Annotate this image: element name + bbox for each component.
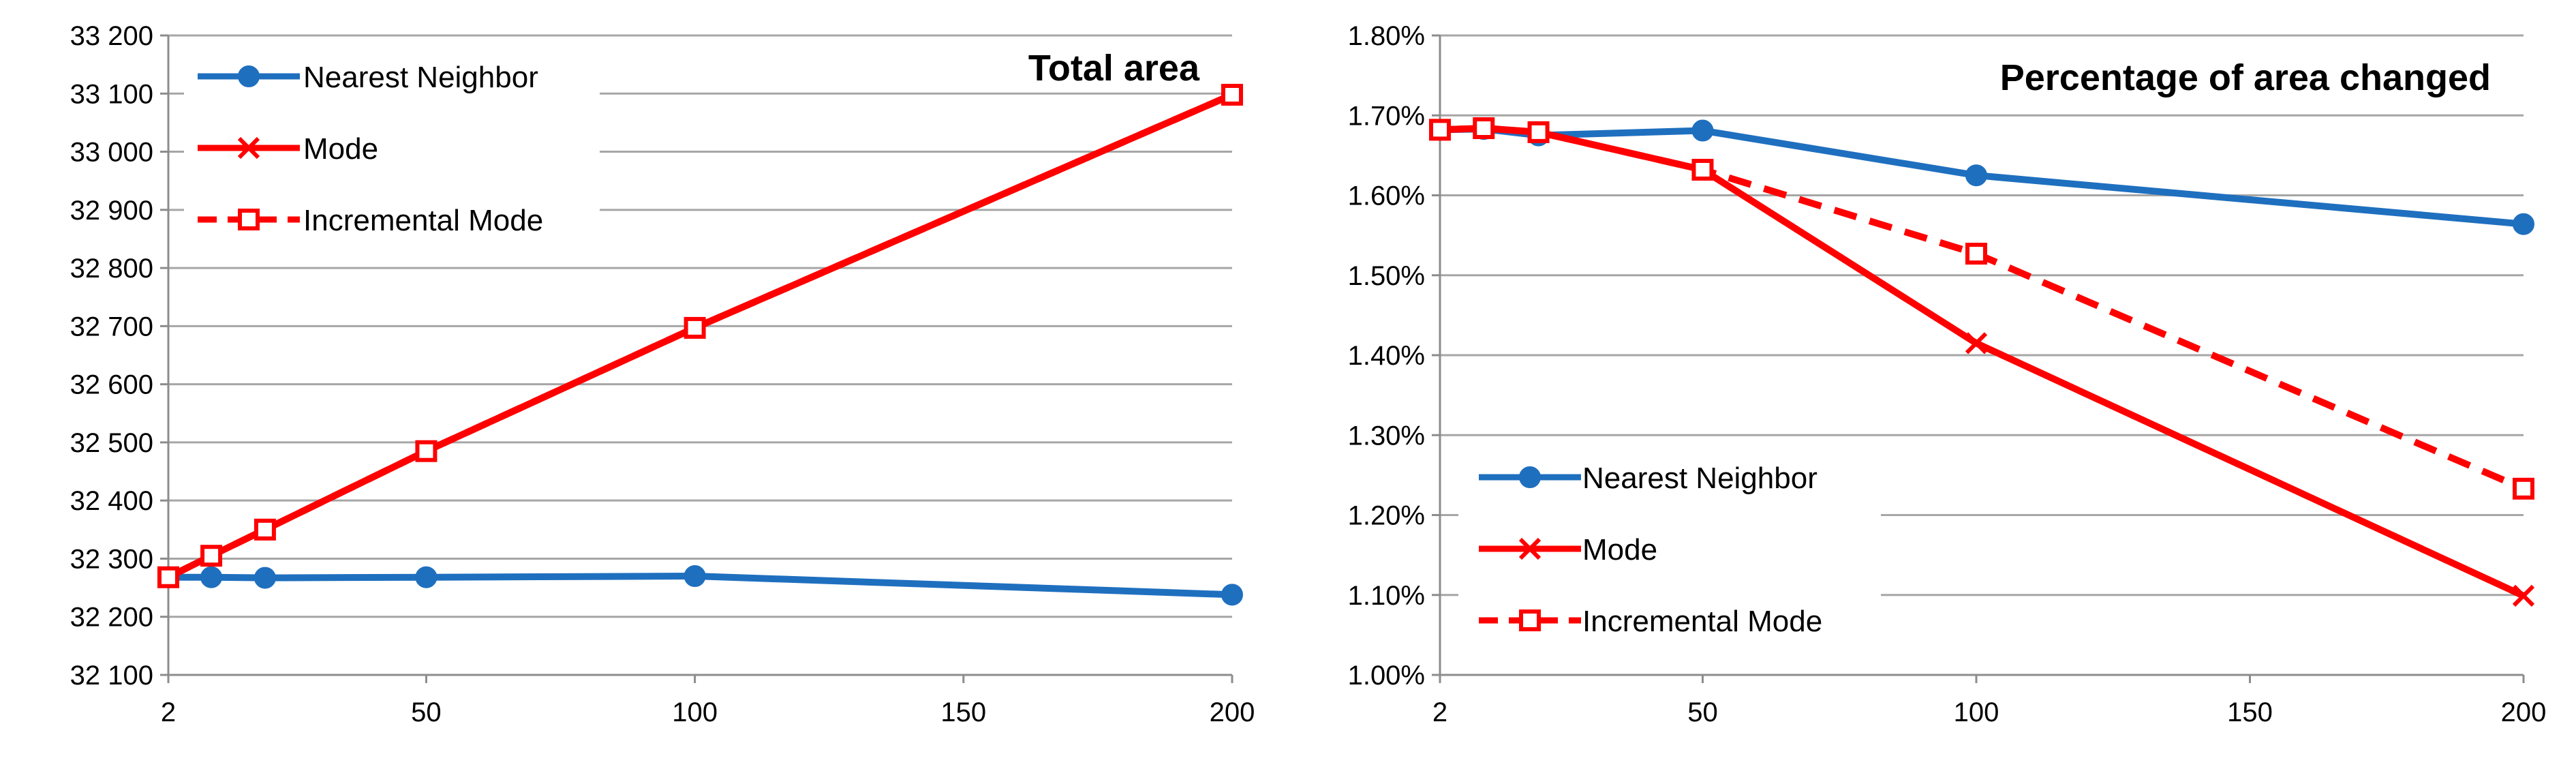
y-tick-label: 1.00%	[1348, 661, 1425, 691]
data-point-incremental-mode	[684, 316, 706, 339]
data-point-nearest-neighbor	[1221, 584, 1243, 606]
y-tick-label: 32 900	[70, 196, 153, 226]
legend-entry-incremental-mode: Incremental Mode	[1479, 605, 1822, 638]
legend-entry-nearest-neighbor: Nearest Neighbor	[1479, 462, 1818, 495]
data-point-incremental-mode	[1429, 119, 1451, 141]
data-point-incremental-mode	[1691, 158, 1714, 181]
series-incremental-mode	[157, 83, 1243, 588]
legend-marker	[1519, 609, 1541, 631]
legend-entry-incremental-mode: Incremental Mode	[198, 204, 543, 237]
legend-label: Incremental Mode	[1582, 605, 1822, 638]
legend-label: Incremental Mode	[303, 204, 543, 237]
y-tick-label: 1.60%	[1348, 181, 1425, 211]
percentage-area-changed-chart: 1.00% 1.10% 1.20% 1.30% 1.40% 1.50% 1.60% 1.70%…	[1348, 21, 2547, 727]
data-point-incremental-mode	[1221, 83, 1243, 106]
legend-entry-mode: Mode	[1479, 533, 1657, 567]
y-tick-label: 32 600	[70, 370, 153, 400]
x-tick-label: 100	[672, 697, 718, 727]
legend-label: Mode	[303, 132, 378, 166]
y-tick-label: 1.10%	[1348, 581, 1425, 611]
y-tick-label: 32 700	[70, 312, 153, 342]
data-point-incremental-mode	[1473, 117, 1495, 140]
data-point-incremental-mode	[415, 440, 438, 462]
y-tick-label: 1.70%	[1348, 101, 1425, 131]
legend-entry-nearest-neighbor: Nearest Neighbor	[198, 61, 538, 94]
data-point-nearest-neighbor	[254, 567, 276, 589]
y-tick-label: 33 000	[70, 138, 153, 168]
legend-marker	[238, 65, 260, 87]
legend-marker	[1519, 466, 1541, 488]
data-point-incremental-mode	[1527, 121, 1550, 143]
data-point-nearest-neighbor	[1965, 164, 1987, 187]
data-point-mode	[1965, 332, 1988, 355]
x-tick-label: 200	[1210, 697, 1255, 727]
chart-title: Percentage of area changed	[2000, 57, 2491, 98]
y-tick-label: 1.40%	[1348, 341, 1425, 371]
legend-marker	[1518, 537, 1542, 560]
series-nearest-neighbor	[157, 565, 1243, 606]
y-tick-label: 32 200	[70, 603, 153, 633]
data-point-mode	[2512, 584, 2535, 607]
data-point-nearest-neighbor	[200, 566, 223, 588]
x-tick-label: 100	[1954, 697, 1999, 727]
x-tick-label: 150	[940, 697, 986, 727]
data-point-incremental-mode	[200, 545, 223, 567]
data-point-incremental-mode	[254, 518, 276, 541]
legend-marker	[237, 136, 260, 160]
y-tick-label: 1.80%	[1348, 21, 1425, 51]
y-tick-label: 33 200	[70, 21, 153, 51]
data-point-nearest-neighbor	[415, 566, 438, 588]
legend-label: Nearest Neighbor	[303, 61, 538, 94]
y-tick-label: 32 100	[70, 661, 153, 691]
x-tick-label: 2	[1432, 697, 1447, 727]
y-tick-label: 32 800	[70, 254, 153, 284]
x-tick-label: 200	[2501, 697, 2547, 727]
x-tick-label: 50	[1687, 697, 1718, 727]
legend-label: Nearest Neighbor	[1582, 462, 1818, 495]
legend-entry-mode: Mode	[198, 132, 378, 166]
data-point-incremental-mode	[2513, 477, 2534, 500]
x-tick-label: 2	[161, 697, 176, 727]
y-tick-label: 1.30%	[1348, 421, 1425, 451]
legend-marker	[238, 209, 260, 230]
y-tick-label: 32 500	[70, 428, 153, 458]
data-point-nearest-neighbor	[1691, 119, 1714, 142]
data-point-nearest-neighbor	[684, 565, 706, 588]
legend-label: Mode	[1582, 533, 1657, 567]
y-tick-label: 1.20%	[1348, 501, 1425, 531]
x-tick-label: 150	[2227, 697, 2273, 727]
data-point-nearest-neighbor	[2513, 213, 2534, 235]
y-tick-label: 32 300	[70, 544, 153, 574]
total-area-chart: 32 100 32 200 32 300 32 400 32 500 32 600 32 7…	[70, 21, 1255, 727]
chart-title: Total area	[1028, 48, 1200, 89]
series-nearest-neighbor	[1429, 118, 2534, 235]
data-point-incremental-mode	[1965, 243, 1987, 265]
series-incremental-mode	[1429, 117, 2534, 500]
data-point-incremental-mode	[157, 566, 179, 588]
y-tick-label: 33 100	[70, 79, 153, 109]
y-tick-label: 32 400	[70, 486, 153, 516]
y-tick-label: 1.50%	[1348, 261, 1425, 291]
x-tick-label: 50	[411, 697, 442, 727]
